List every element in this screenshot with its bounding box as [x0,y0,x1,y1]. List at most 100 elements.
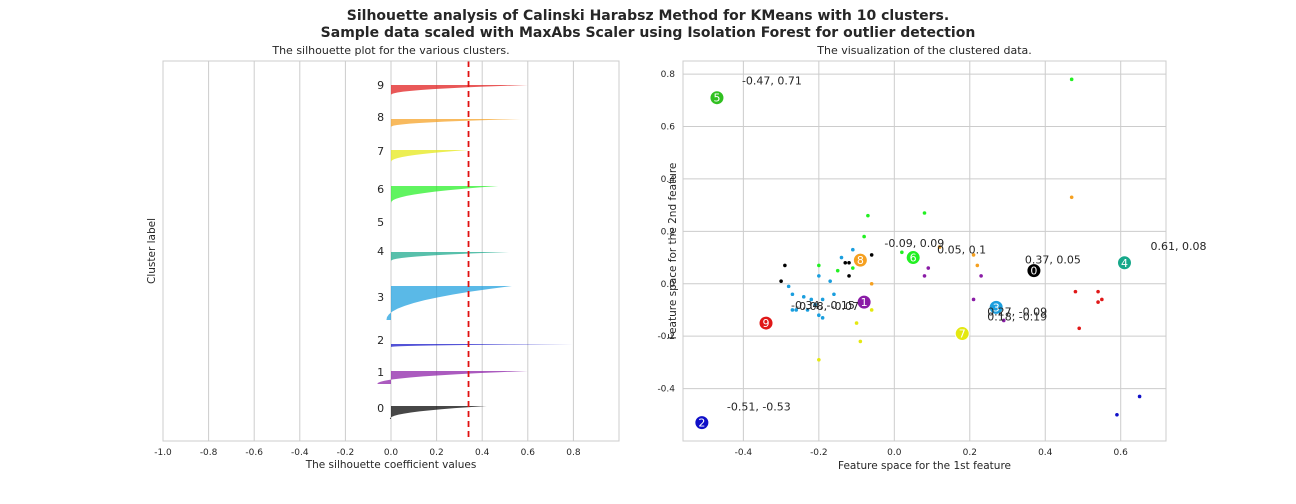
cluster-center-coordinate-label-9: -0.34, -0.15 [791,299,855,312]
scatter-x-tick-label: 0.4 [1038,448,1053,458]
silhouette-x-tick-label: 0.4 [475,448,490,458]
silhouette-plot-frame [162,60,620,442]
cluster-center-marker-8 [852,252,868,268]
scatter-plot: -0.4 -0.2 0.0 0.2 0.4 0.6 -0.4 -0.2 0.0 0.2 0.4 0.6… [657,44,1206,472]
silhouette-x-tick-label: -1.0 [154,448,172,458]
cluster-center-marker-1 [856,294,872,310]
scatter-y-tick-label: -0.4 [657,385,675,395]
scatter-point [820,297,825,302]
silhouette-cluster-label-7: 7 [377,145,384,158]
silhouette-cluster-label-3: 3 [377,291,384,304]
silhouette-blade-4 [391,252,510,261]
silhouette-x-axis-label: The silhouette coefficient values [305,459,477,471]
scatter-point [1073,289,1078,294]
scatter-point [817,313,821,318]
scatter-y-axis-label: Feature space for the 2nd feature [667,163,679,340]
scatter-x-tick-label: -0.2 [810,448,828,458]
silhouette-x-tick-label: -0.8 [200,448,218,458]
scatter-x-axis-label: Feature space for the 1st feature [838,460,1011,472]
scatter-y-tick-label: 0.2 [661,227,675,237]
cluster-center-number-4: 4 [1121,257,1128,270]
scatter-point [937,245,942,249]
scatter-point [817,274,821,278]
scatter-point [922,274,927,278]
silhouette-blade-9 [391,85,528,95]
scatter-point [790,292,795,297]
scatter-point [866,213,870,218]
scatter-point [900,250,904,255]
cluster-center-number-3: 3 [993,301,1000,314]
scatter-point [790,308,795,312]
figure-title-line-2: Sample data scaled with MaxAbs Scaler us… [320,25,976,41]
silhouette-blade-7 [391,150,469,162]
scatter-point [979,274,983,278]
cluster-center-number-1: 1 [861,296,868,309]
silhouette-cluster-label-4: 4 [377,245,384,258]
scatter-y-tick-label: 0.6 [661,123,676,133]
scatter-point [832,292,836,297]
cluster-center-number-7: 7 [959,328,966,341]
cluster-center-number-0: 0 [1030,265,1037,278]
cluster-center-number-9: 9 [763,317,770,330]
scatter-point [817,357,821,362]
scatter-x-tick-label: -0.4 [735,448,753,458]
scatter-point [817,263,821,268]
cluster-center-number-2: 2 [698,417,705,430]
cluster-center-coordinate-label-1: -0.08, -0.07 [795,300,859,313]
scatter-point [779,279,783,283]
scatter-point [922,211,927,215]
scatter-point [1096,300,1100,304]
cluster-center-marker-9 [758,315,774,331]
scatter-point [869,308,874,312]
scatter-point [862,234,866,239]
silhouette-blade-0 [389,406,487,419]
silhouette-blade-1 [377,371,528,384]
scatter-point [794,308,799,312]
scatter-point [851,266,855,270]
cluster-center-marker-3 [988,299,1004,315]
scatter-x-tick-label: 0.6 [1114,448,1129,458]
scatter-point [820,316,825,320]
scatter-x-tick-label: 0.2 [963,448,977,458]
silhouette-x-tick-label: -0.6 [245,448,263,458]
cluster-center-marker-2 [694,415,710,431]
scatter-point [1137,394,1142,399]
silhouette-x-tick-label: 0.6 [521,448,536,458]
silhouette-x-tick-label: 0.2 [429,448,443,458]
silhouette-x-tick-label: 0.0 [384,448,399,458]
silhouette-cluster-label-1: 1 [377,366,384,379]
silhouette-cluster-label-0: 0 [377,402,384,415]
cluster-center-marker-0 [1026,263,1042,279]
silhouette-blade-2 [391,344,574,347]
scatter-point [843,260,848,265]
scatter-point [1096,289,1100,294]
scatter-y-tick-label: -0.2 [657,332,675,342]
cluster-center-coordinate-label-8: -0.09, 0.09 [884,237,944,250]
silhouette-x-tick-label: 0.8 [566,448,581,458]
cluster-center-coordinate-label-6: 0.05, 0.1 [937,244,986,257]
silhouette-blade-3 [386,286,512,320]
scatter-point [926,266,931,270]
scatter-point [1077,326,1082,331]
scatter-point [854,321,859,325]
cluster-center-coordinate-label-0: 0.37, 0.05 [1025,254,1081,267]
scatter-point [786,284,791,289]
cluster-center-number-8: 8 [857,254,864,267]
cluster-center-coordinate-label-5: -0.47, 0.71 [742,75,802,88]
scatter-point [869,281,874,286]
scatter-plot-title: The visualization of the clustered data. [816,44,1032,57]
silhouette-y-axis-label: Cluster label [146,218,158,284]
scatter-point [805,308,810,312]
scatter-y-tick-label: 0.8 [661,70,676,80]
figure-title-line-1: Silhouette analysis of Calinski Harabsz … [346,8,950,24]
silhouette-plot-title: The silhouette plot for the various clus… [271,44,509,57]
scatter-point [813,302,817,307]
cluster-center-marker-6 [905,250,921,266]
silhouette-blade-8 [391,119,521,127]
scatter-point [1001,318,1006,323]
scatter-point [839,255,844,260]
silhouette-cluster-label-5: 5 [377,216,384,229]
scatter-point [835,268,840,273]
silhouette-x-tick-label: -0.2 [337,448,355,458]
scatter-point [869,253,874,257]
